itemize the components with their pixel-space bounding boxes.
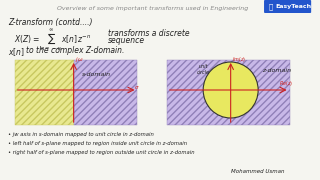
Text: $Re(z)$: $Re(z)$ <box>279 79 293 88</box>
FancyBboxPatch shape <box>264 0 311 13</box>
Text: EasyTeach: EasyTeach <box>276 3 312 8</box>
Text: $x[n]$: $x[n]$ <box>8 46 25 58</box>
Text: $j\omega$: $j\omega$ <box>75 55 83 64</box>
Text: Z-transform (contd....): Z-transform (contd....) <box>8 18 92 27</box>
Text: z-domain: z-domain <box>262 68 291 73</box>
Text: • jw axis in s-domain mapped to unit circle in z-domain: • jw axis in s-domain mapped to unit cir… <box>8 132 154 137</box>
Text: $Im(z)$: $Im(z)$ <box>232 55 246 64</box>
Polygon shape <box>15 60 74 125</box>
Polygon shape <box>74 60 137 125</box>
Text: to the complex Z-domain.: to the complex Z-domain. <box>26 46 124 55</box>
Text: transforms a discrete: transforms a discrete <box>108 29 189 38</box>
Text: Mohammed Usman: Mohammed Usman <box>231 169 285 174</box>
Text: • right half of s-plane mapped to region outside unit circle in z-domain: • right half of s-plane mapped to region… <box>8 150 195 155</box>
Text: • left half of s-plane mapped to region inside unit circle in z-domain: • left half of s-plane mapped to region … <box>8 141 187 146</box>
Text: s-domain: s-domain <box>82 72 111 77</box>
Circle shape <box>203 62 258 118</box>
Text: sequence: sequence <box>108 36 145 45</box>
Text: $\sigma$: $\sigma$ <box>134 84 140 91</box>
Text: unit
circle: unit circle <box>197 64 210 75</box>
Text: ⬛: ⬛ <box>269 3 273 10</box>
Text: $X(Z) = \sum_{n=-\infty}^{\infty} x[n]\, z^{-n}$: $X(Z) = \sum_{n=-\infty}^{\infty} x[n]\,… <box>14 28 91 53</box>
Polygon shape <box>167 60 290 125</box>
Text: Overview of some important transforms used in Engineering: Overview of some important transforms us… <box>57 6 248 11</box>
